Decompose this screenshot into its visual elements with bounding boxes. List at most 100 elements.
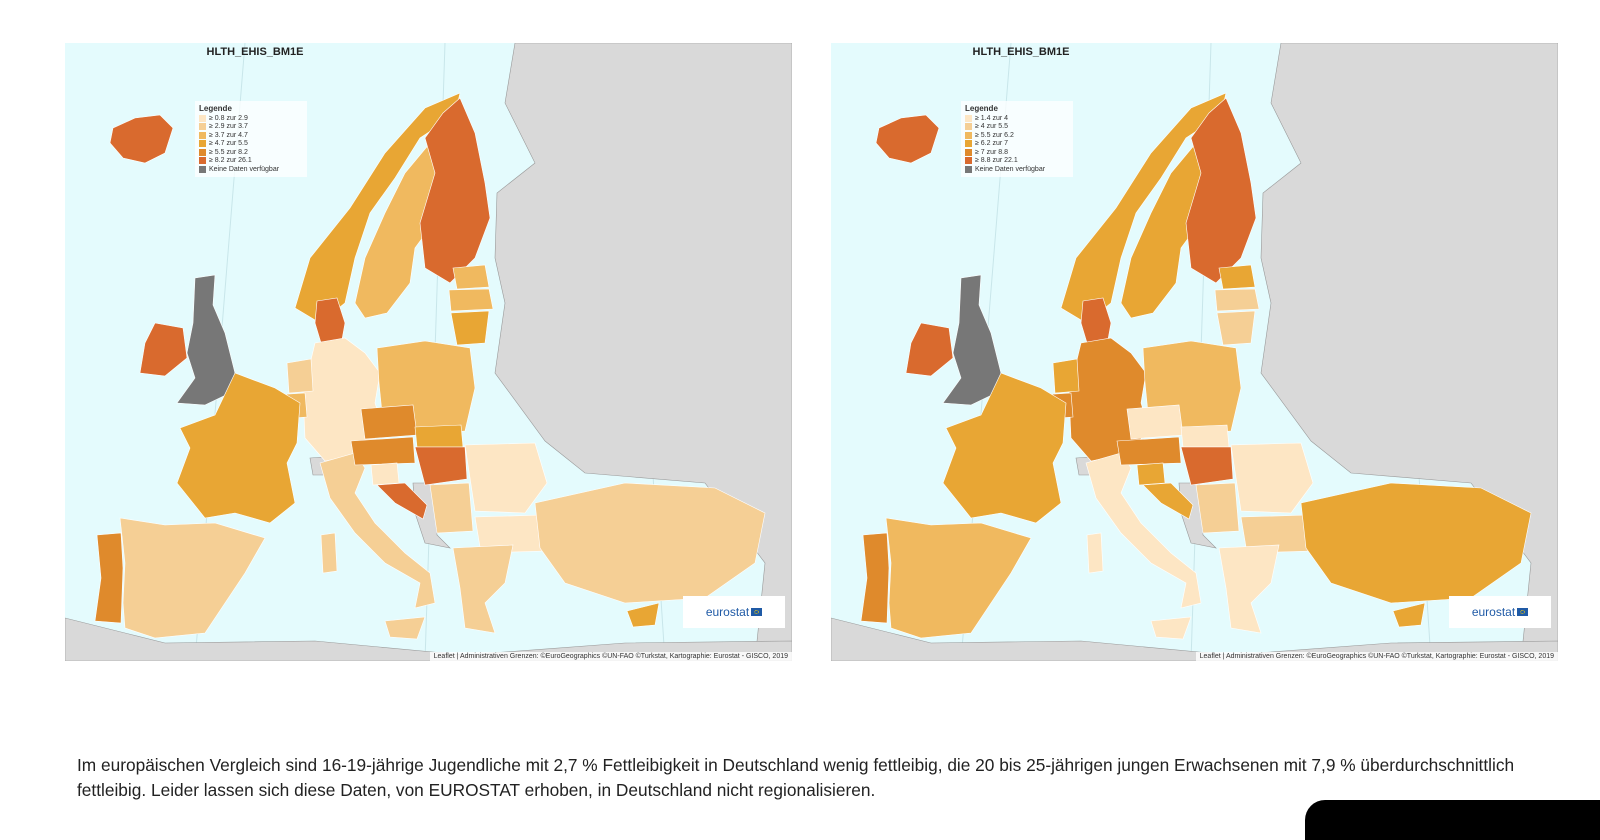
legend-item: ≥ 4.7 zur 5.5 (199, 140, 303, 149)
country-serbia[interactable] (429, 482, 474, 534)
country-hungary[interactable] (414, 446, 468, 486)
legend-swatch (965, 148, 972, 156)
country-turkey[interactable] (1300, 482, 1532, 604)
legend-swatch (965, 123, 972, 131)
country-croatia[interactable] (376, 482, 428, 520)
legend-title: Legende (199, 104, 232, 113)
legend-swatch (965, 165, 972, 173)
map-young-adults-20-25[interactable]: HLTH_EHIS_BM1E Legende ≥ 1.4 zur 4 ≥ 4 zu… (831, 43, 1558, 661)
map-attribution: Leaflet | Administrativen Grenzen: ©Euro… (429, 652, 792, 661)
country-slovenia[interactable] (370, 462, 400, 486)
legend-label: ≥ 4 zur 5.5 (975, 123, 1009, 131)
country-lithuania[interactable] (1216, 310, 1256, 346)
country-iceland[interactable] (875, 114, 940, 164)
land-north-africa[interactable] (65, 617, 792, 661)
country-sicily[interactable] (384, 616, 426, 640)
country-czechia[interactable] (360, 404, 418, 440)
country-austria[interactable] (1116, 436, 1182, 466)
country-czechia[interactable] (1126, 404, 1184, 440)
country-netherlands[interactable] (1052, 358, 1080, 394)
country-iceland[interactable] (109, 114, 174, 164)
overlay-widget[interactable] (1305, 800, 1600, 840)
legend-item: ≥ 1.4 zur 4 (965, 114, 1069, 123)
country-uk[interactable] (942, 274, 1002, 406)
country-slovenia[interactable] (1136, 462, 1166, 486)
legend-item: Keine Daten verfügbar (199, 165, 303, 174)
country-estonia[interactable] (1218, 264, 1256, 290)
country-portugal[interactable] (860, 532, 890, 624)
legend-swatch (199, 148, 206, 156)
legend-swatch (965, 140, 972, 148)
legend-label: ≥ 7 zur 8.8 (975, 148, 1009, 156)
country-spain[interactable] (119, 517, 266, 639)
legend-item: ≥ 5.5 zur 8.2 (199, 148, 303, 157)
eu-flag-icon (751, 608, 763, 616)
country-croatia[interactable] (1142, 482, 1194, 520)
legend-item: ≥ 8.8 zur 22.1 (965, 157, 1069, 166)
country-cyprus[interactable] (626, 602, 660, 628)
country-slovakia[interactable] (1180, 424, 1230, 448)
map-canvas[interactable] (65, 43, 792, 661)
country-portugal[interactable] (94, 532, 124, 624)
country-greece[interactable] (452, 544, 514, 634)
legend-swatch (199, 165, 206, 173)
eu-flag-icon (1517, 608, 1529, 616)
land-north-africa[interactable] (831, 617, 1558, 661)
country-spain[interactable] (885, 517, 1032, 639)
country-france[interactable] (176, 372, 301, 524)
country-estonia[interactable] (452, 264, 490, 290)
country-latvia[interactable] (448, 288, 494, 312)
legend-title: Legende (965, 104, 998, 113)
legend-label: ≥ 5.5 zur 8.2 (209, 148, 248, 156)
country-hungary[interactable] (1180, 446, 1234, 486)
legend-label: ≥ 5.5 zur 6.2 (975, 131, 1014, 139)
eurostat-logo: eurostat (683, 596, 785, 628)
land-non-eu-east[interactable] (494, 43, 792, 661)
country-romania[interactable] (464, 442, 548, 514)
country-greece[interactable] (1218, 544, 1280, 634)
map-legend: Legende ≥ 1.4 zur 4 ≥ 4 zur 5.5 ≥ 5.5 zur … (961, 101, 1073, 177)
country-serbia[interactable] (1195, 482, 1240, 534)
country-latvia[interactable] (1214, 288, 1260, 312)
country-uk[interactable] (176, 274, 236, 406)
country-cyprus[interactable] (1392, 602, 1426, 628)
legend-label: ≥ 8.8 zur 22.1 (975, 157, 1018, 165)
country-austria[interactable] (350, 436, 416, 466)
legend-item: ≥ 7 zur 8.8 (965, 148, 1069, 157)
map-canvas[interactable] (831, 43, 1558, 661)
legend-swatch (199, 157, 206, 165)
caption-text: Im europäischen Vergleich sind 16-19-jäh… (77, 755, 1515, 801)
country-sardinia[interactable] (320, 532, 338, 574)
legend-swatch (965, 114, 972, 122)
land-non-eu-east[interactable] (1260, 43, 1558, 661)
legend-item: ≥ 6.2 zur 7 (965, 140, 1069, 149)
legend-label: ≥ 1.4 zur 4 (975, 114, 1009, 122)
country-ireland[interactable] (905, 322, 954, 377)
country-turkey[interactable] (534, 482, 766, 604)
country-sicily[interactable] (1150, 616, 1192, 640)
legend-label: ≥ 0.8 zur 2.9 (209, 114, 248, 122)
map-youth-16-19[interactable]: HLTH_EHIS_BM1E Legende ≥ 0.8 zur 2.9 ≥ 2.… (65, 43, 792, 661)
country-italy[interactable] (1085, 452, 1202, 609)
country-netherlands[interactable] (286, 358, 314, 394)
map-attribution: Leaflet | Administrativen Grenzen: ©Euro… (1195, 652, 1558, 661)
legend-swatch (965, 157, 972, 165)
country-sardinia[interactable] (1086, 532, 1104, 574)
map-title: HLTH_EHIS_BM1E (972, 46, 1070, 58)
country-ireland[interactable] (139, 322, 188, 377)
country-france[interactable] (942, 372, 1067, 524)
legend-item: ≥ 2.9 zur 3.7 (199, 123, 303, 132)
legend-label: ≥ 8.2 zur 26.1 (209, 157, 252, 165)
legend-label: ≥ 6.2 zur 7 (975, 140, 1009, 148)
legend-swatch (199, 114, 206, 122)
country-italy[interactable] (319, 452, 436, 609)
legend-label: ≥ 4.7 zur 5.5 (209, 140, 248, 148)
legend-swatch (199, 123, 206, 131)
legend-label: Keine Daten verfügbar (209, 165, 280, 173)
legend-label: ≥ 2.9 zur 3.7 (209, 123, 248, 131)
country-romania[interactable] (1230, 442, 1314, 514)
country-slovakia[interactable] (414, 424, 464, 448)
country-lithuania[interactable] (450, 310, 490, 346)
legend-swatch (965, 131, 972, 139)
map-title: HLTH_EHIS_BM1E (206, 46, 304, 58)
